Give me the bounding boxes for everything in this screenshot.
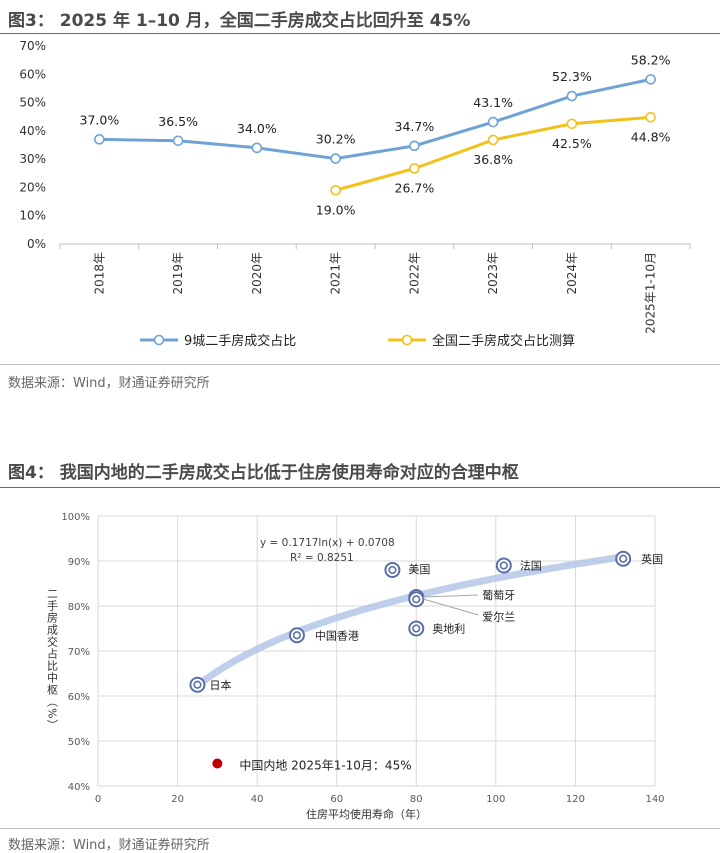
y-tick-label: 70% [19, 39, 46, 53]
data-point [566, 90, 578, 102]
x-tick-label: 80 [410, 794, 423, 805]
data-label: 42.5% [552, 136, 592, 151]
fig4-bottom-rule [0, 828, 720, 829]
data-point [487, 134, 499, 146]
y-tick-label: 100% [61, 512, 90, 523]
point-label: 英国 [641, 552, 663, 566]
point-label: 中国香港 [315, 629, 359, 642]
data-point [487, 116, 499, 128]
fig3-title-rule [0, 33, 720, 34]
point-label: 葡萄牙 [482, 589, 515, 602]
fig3-source: 数据来源：Wind，财通证券研究所 [8, 376, 210, 391]
scatter-point-inner [619, 554, 628, 563]
y-tick-label: 20% [19, 180, 46, 194]
y-tick-label: 50% [19, 96, 46, 110]
data-label: 37.0% [80, 112, 120, 127]
trend-equation: y = 0.1717ln(x) + 0.0708 [260, 537, 395, 549]
y-tick-label: 40% [19, 124, 46, 138]
x-tick-label: 2022年 [407, 252, 421, 295]
fig3-line-chart: 0% 10% 20% 30% 40% 50% 60% 70% 2018年 2019年 2020年 20… [19, 39, 691, 349]
data-point [330, 184, 341, 196]
y-tick-label: 50% [68, 737, 90, 748]
scatter-point-inner [499, 561, 508, 570]
scatter-point-inner [388, 565, 397, 575]
highlight-point [212, 758, 223, 769]
point-label: 奥地利 [432, 622, 465, 636]
data-point [251, 142, 263, 154]
scatter-point-inner [193, 680, 202, 689]
point-label: 美国 [408, 563, 430, 576]
x-tick-label: 2023年 [486, 252, 500, 295]
x-tick-label: 2024年 [565, 252, 579, 295]
x-tick-label: 100 [486, 794, 505, 805]
point-label: 法国 [520, 559, 542, 573]
x-tick-label: 2021年 [329, 252, 343, 295]
y-tick-label: 90% [68, 557, 90, 568]
legend-label: 全国二手房成交占比测算 [432, 333, 575, 349]
x-tick-label: 140 [645, 794, 664, 805]
data-label: 34.0% [237, 121, 277, 136]
fig4-title: 图4： 我国内地的二手房成交占比低于住房使用寿命对应的合理中枢 [8, 463, 519, 483]
x-tick-label: 2025年1-10月 [644, 252, 658, 334]
y-tick-label: 0% [27, 237, 46, 251]
scatter-point-inner [292, 631, 302, 640]
trend-line [194, 553, 627, 689]
data-point [330, 153, 341, 164]
highlight-label: 中国内地 2025年1-10月：45% [239, 758, 411, 773]
y-tick-label: 10% [19, 209, 46, 223]
leader-line [423, 594, 479, 598]
x-axis-title: 住房平均使用寿命（年） [306, 807, 427, 821]
data-point [645, 74, 656, 85]
y-tick-label: 60% [68, 692, 90, 703]
data-label: 43.1% [473, 95, 513, 110]
data-label: 58.2% [631, 52, 671, 67]
legend-label: 9城二手房成交占比 [184, 333, 296, 349]
data-label: 30.2% [316, 132, 356, 147]
scatter-point-inner [412, 624, 421, 633]
y-tick-label: 40% [68, 782, 90, 793]
series-line [99, 77, 651, 161]
legend-marker [401, 334, 413, 346]
y-tick-label: 80% [68, 602, 90, 613]
data-label: 44.8% [631, 129, 671, 144]
data-label: 34.7% [395, 119, 435, 134]
y-tick-label: 60% [19, 67, 46, 81]
data-point [409, 163, 420, 174]
x-tick-label: 2020年 [250, 252, 264, 295]
y-tick-label: 70% [68, 647, 90, 658]
data-point [645, 111, 656, 123]
data-label: 26.7% [395, 180, 435, 195]
point-label: 日本 [209, 678, 231, 692]
data-label: 36.8% [473, 152, 513, 167]
x-tick-label: 2019年 [171, 252, 185, 295]
fig3-title: 图3： 2025 年 1–10 月，全国二手房成交占比回升至 45% [8, 11, 471, 31]
x-tick-label: 20 [171, 794, 184, 805]
data-point [94, 134, 105, 145]
scatter-point-inner [412, 595, 421, 604]
data-label: 52.3% [552, 69, 592, 84]
trend-r2: R² = 0.8251 [290, 552, 354, 564]
data-point [566, 118, 578, 130]
fig4-title-rule [0, 487, 720, 488]
fig3-bottom-rule [0, 364, 720, 365]
data-point [409, 140, 420, 152]
data-label: 36.5% [158, 114, 198, 129]
data-label: 19.0% [316, 202, 356, 217]
x-tick-label: 120 [566, 794, 585, 805]
y-tick-label: 30% [19, 152, 46, 166]
point-label: 爱尔兰 [482, 610, 515, 623]
legend-marker [153, 334, 165, 346]
leader-line [423, 598, 479, 616]
x-tick-label: 0 [95, 794, 101, 805]
fig4-scatter-chart: 40% 50% 60% 70% 80% 90% 100% 0 20 40 60 80 100 120 140… [46, 512, 665, 821]
y-axis-title: 二手房成交占比中枢（%） [46, 588, 59, 731]
fig4-source: 数据来源：Wind，财通证券研究所 [8, 838, 210, 853]
x-tick-label: 2018年 [92, 252, 106, 295]
x-tick-label: 40 [251, 794, 264, 805]
x-tick-label: 60 [330, 794, 343, 805]
data-point [172, 135, 184, 147]
